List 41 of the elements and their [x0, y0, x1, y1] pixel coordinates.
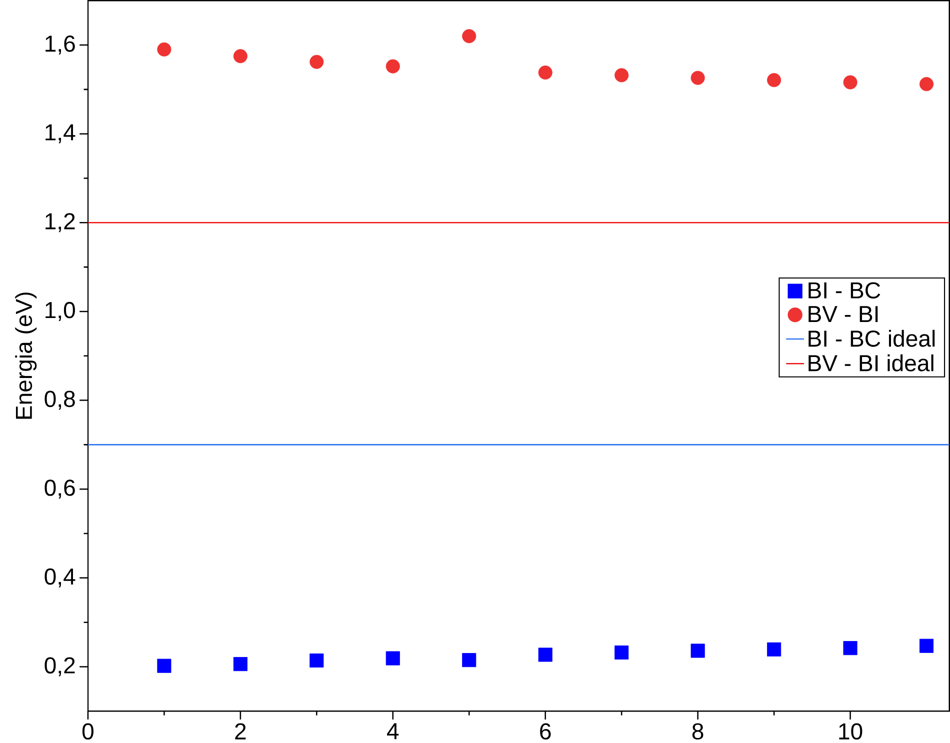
legend-label: BI - BC ideal [808, 330, 935, 347]
x-tick-label: 2 [235, 723, 246, 740]
legend-label: BV - BI [808, 306, 878, 322]
point [690, 644, 705, 658]
legend-label: BI - BC [808, 282, 880, 299]
y-tick-label: 0,8 [44, 390, 75, 410]
point [386, 59, 400, 74]
point [767, 73, 782, 88]
x-tick-label: 10 [839, 723, 862, 740]
legend-label: BV - BI ideal [808, 354, 934, 372]
point [690, 70, 705, 85]
y-tick-label: 1,0 [46, 302, 75, 321]
point [614, 68, 629, 82]
y-tick-label: 0,4 [44, 568, 76, 588]
point [310, 54, 324, 69]
point [538, 648, 552, 662]
x-tick-label: 0 [82, 723, 94, 740]
point [386, 651, 400, 666]
y-tick-label: 0,6 [44, 480, 75, 499]
point [614, 645, 629, 660]
point [919, 77, 934, 92]
x-tick-label: 8 [692, 723, 704, 740]
x-tick-label: 6 [540, 723, 551, 740]
point [233, 49, 248, 64]
point [462, 653, 476, 668]
point [919, 638, 934, 653]
y-tick-label: 1,6 [46, 35, 75, 55]
point [310, 653, 324, 668]
point [462, 29, 476, 44]
y-tick-label: 1,2 [46, 213, 75, 232]
point [767, 642, 782, 656]
point [843, 641, 858, 656]
point [157, 42, 172, 56]
y-tick-label: 0,2 [44, 657, 75, 676]
point [538, 66, 552, 80]
point [843, 75, 858, 90]
x-tick-label: 4 [387, 723, 399, 740]
point [157, 658, 172, 673]
point [233, 657, 248, 672]
y-axis-title: Energia (eV) [15, 292, 37, 419]
y-tick-label: 1,4 [46, 124, 76, 144]
